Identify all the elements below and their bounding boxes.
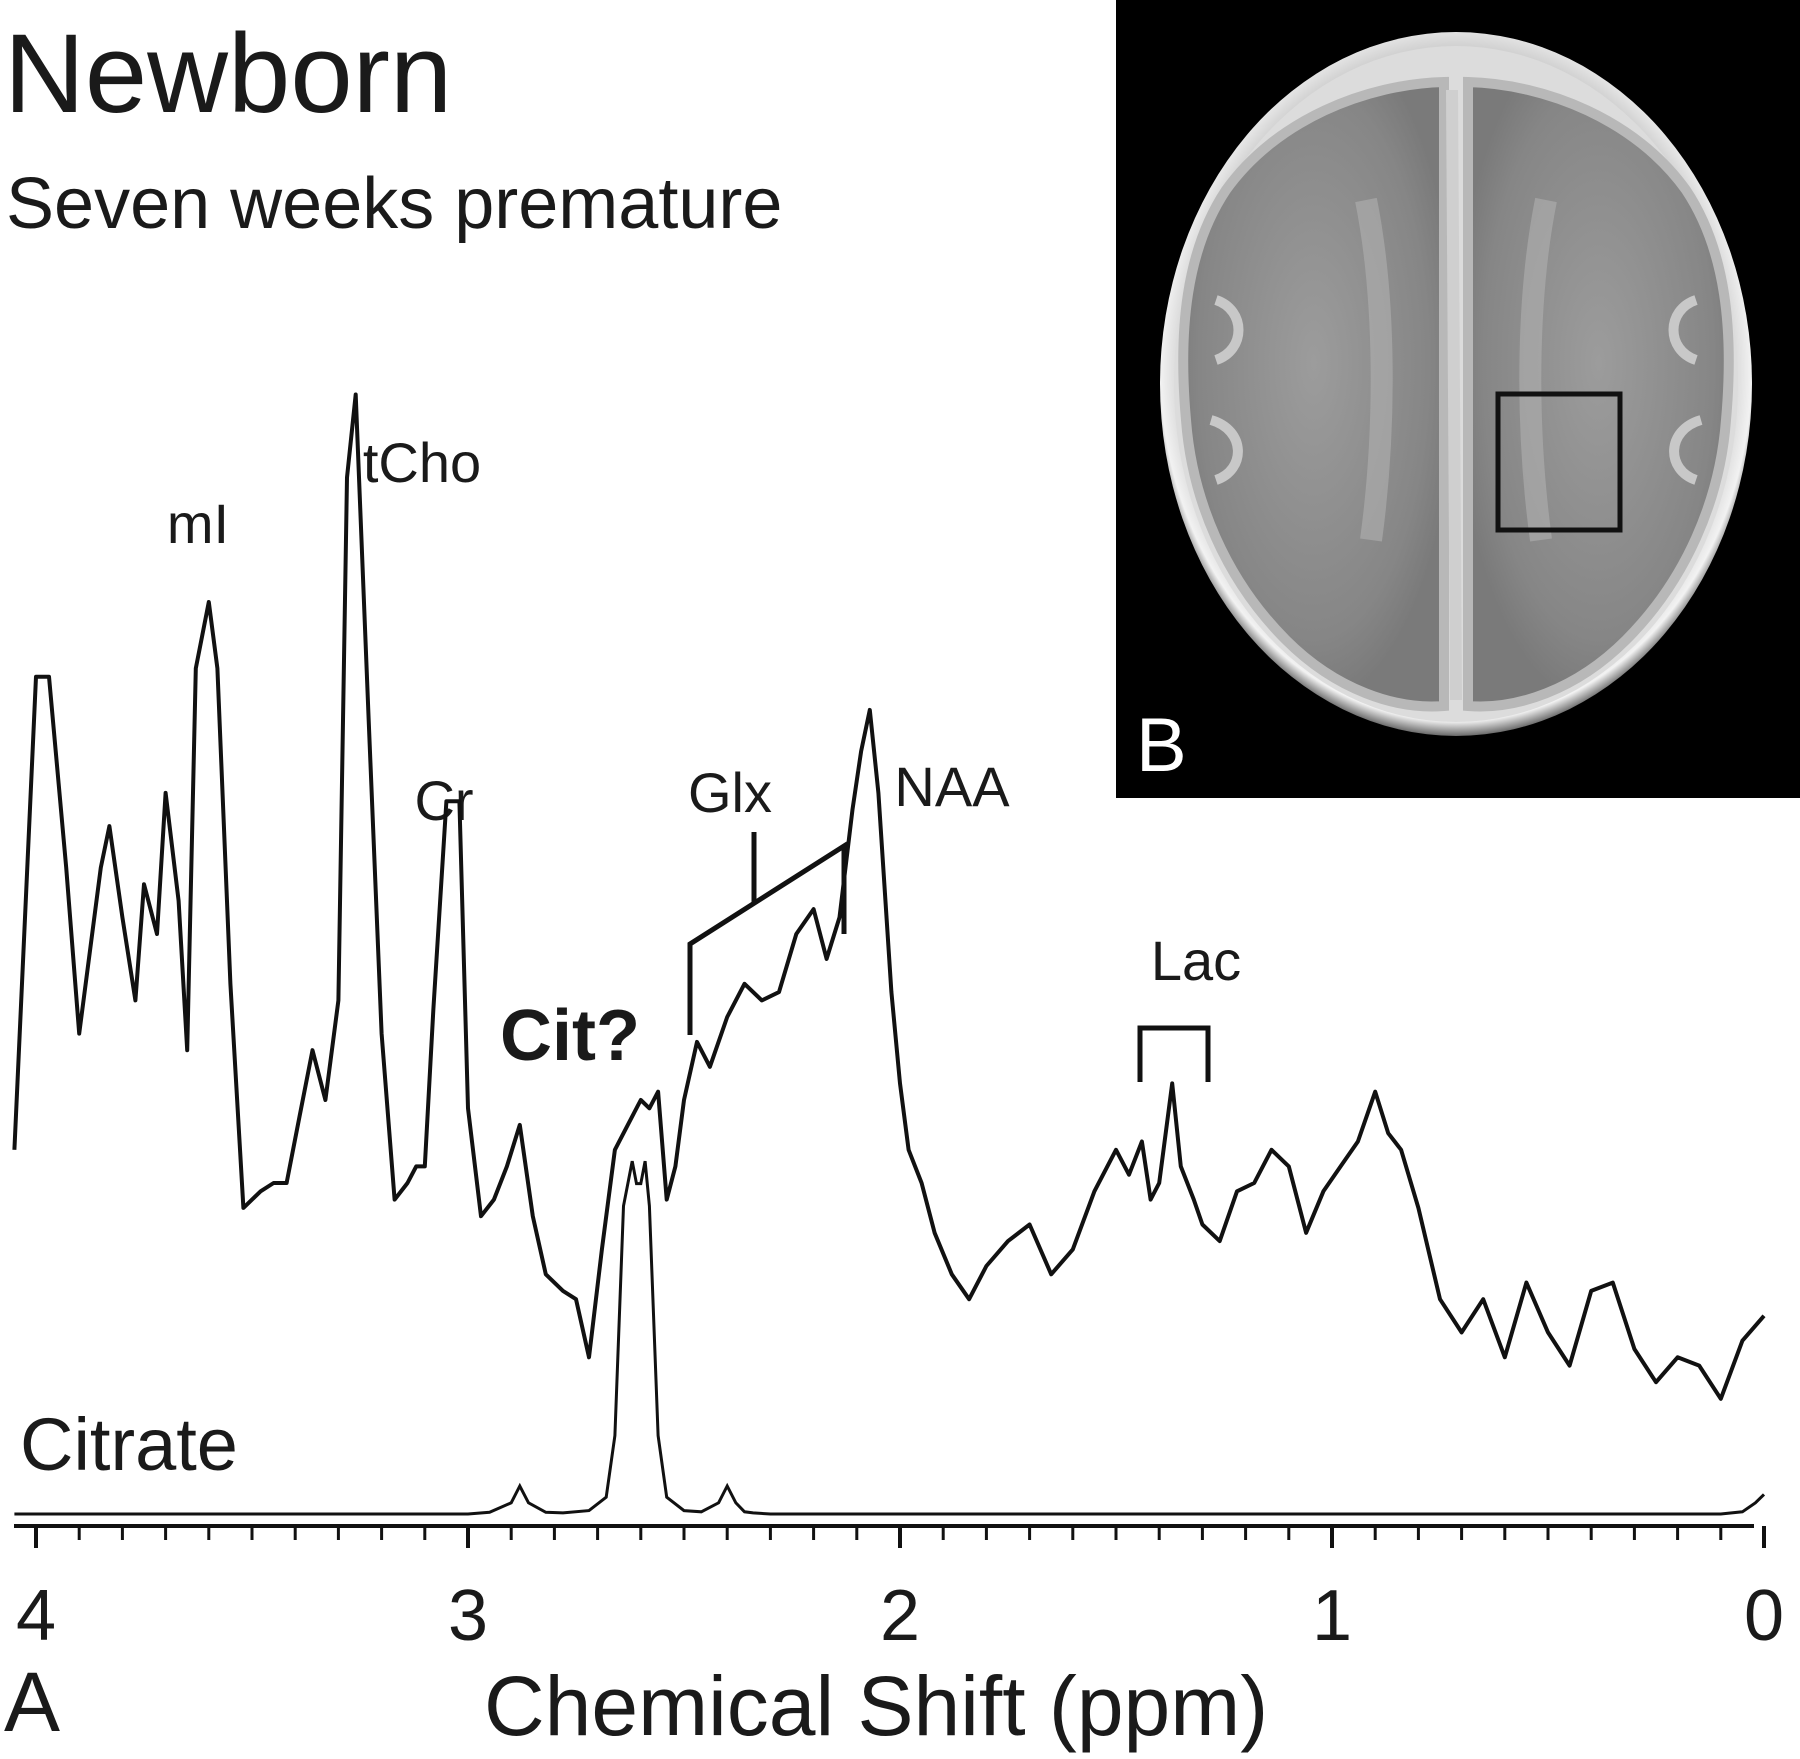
peak-label-tcho: tCho <box>363 431 481 494</box>
peak-label-lac: Lac <box>1151 929 1241 992</box>
peak-label-mi: mI <box>167 492 229 555</box>
lac-bracket <box>1137 1025 1211 1082</box>
x-tick-label: 1 <box>1312 1576 1352 1656</box>
citrate-series-label: Citrate <box>20 1403 238 1486</box>
peak-label-naa: NAA <box>894 755 1010 818</box>
x-tick-label: 2 <box>880 1576 920 1656</box>
brain-mri-icon <box>1116 0 1800 798</box>
x-tick-label: 0 <box>1744 1576 1784 1656</box>
figure-subtitle: Seven weeks premature <box>6 164 783 244</box>
measured-spectrum-line <box>12 392 1766 1401</box>
figure-title: Newborn <box>4 11 453 136</box>
x-tick-label: 4 <box>16 1576 56 1656</box>
citrate-reference-line <box>14 1160 1766 1516</box>
panel-label-b: B <box>1136 703 1187 788</box>
peak-label-cit: Cit? <box>500 996 640 1076</box>
panel-label-a: A <box>4 1655 61 1749</box>
roi-box <box>1495 391 1623 533</box>
peak-label-glx: Glx <box>688 761 772 824</box>
x-tick-label: 3 <box>448 1576 488 1656</box>
annotation-brackets <box>687 832 1211 1082</box>
x-axis-ticks: 4 3 2 1 0 <box>16 1526 1784 1656</box>
x-axis-label: Chemical Shift (ppm) <box>484 1659 1269 1753</box>
mri-inset <box>1116 0 1800 798</box>
